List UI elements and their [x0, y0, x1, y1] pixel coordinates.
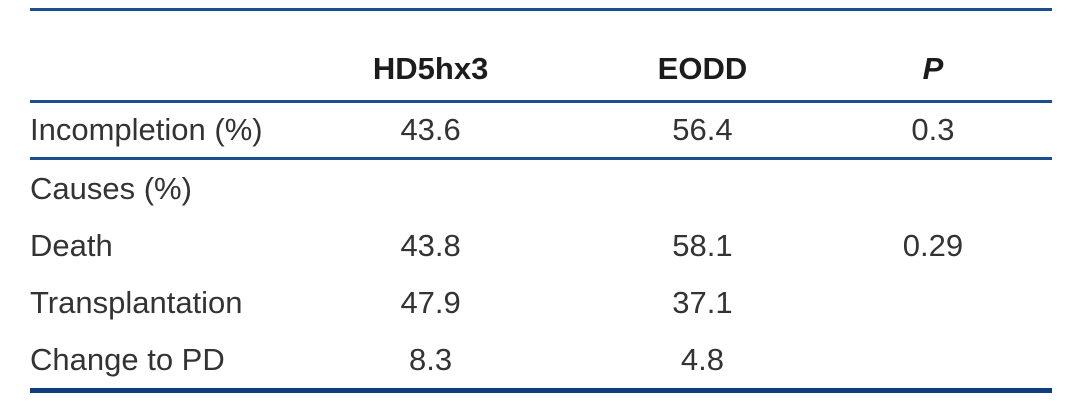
column-header-empty	[30, 87, 270, 100]
cell-eodd: 56.4	[672, 112, 733, 147]
cell-hd5hx3: 8.3	[409, 341, 453, 377]
cell-hd5hx3: 43.8	[400, 227, 461, 263]
row-label: Transplantation	[30, 284, 243, 320]
column-header-p: P	[922, 51, 944, 86]
table-top-rule	[30, 8, 1052, 11]
table-row-incompletion: Incompletion (%) 43.6 56.4 0.3	[30, 103, 1052, 157]
column-header-eodd: EODD	[657, 51, 748, 86]
cell-hd5hx3: 43.6	[400, 112, 461, 147]
table-header-row: HD5hx3 EODD P	[30, 11, 1052, 100]
table-bottom-rule	[30, 388, 1052, 393]
row-label: Change to PD	[30, 341, 225, 377]
row-label: Death	[30, 227, 113, 263]
results-table: HD5hx3 EODD P Incompletion (%) 43.6 56.4…	[30, 8, 1052, 393]
row-label: Causes (%)	[30, 170, 192, 206]
cell-p: 0.3	[911, 112, 955, 147]
table-row-change-to-pd: Change to PD 8.3 4.8	[30, 331, 1052, 388]
table-row-death: Death 43.8 58.1 0.29	[30, 217, 1052, 274]
table-row-causes: Causes (%)	[30, 160, 1052, 217]
cell-eodd: 4.8	[680, 341, 724, 377]
cell-hd5hx3: 47.9	[400, 284, 461, 320]
row-label: Incompletion (%)	[30, 112, 263, 147]
section-divider-rule	[30, 157, 1052, 160]
cell-eodd: 37.1	[672, 284, 733, 320]
table-row-transplantation: Transplantation 47.9 37.1	[30, 274, 1052, 331]
cell-p: 0.29	[902, 227, 964, 263]
cell-eodd: 58.1	[672, 227, 733, 263]
header-underline-rule	[30, 100, 1052, 103]
column-header-hd5hx3: HD5hx3	[372, 51, 489, 86]
